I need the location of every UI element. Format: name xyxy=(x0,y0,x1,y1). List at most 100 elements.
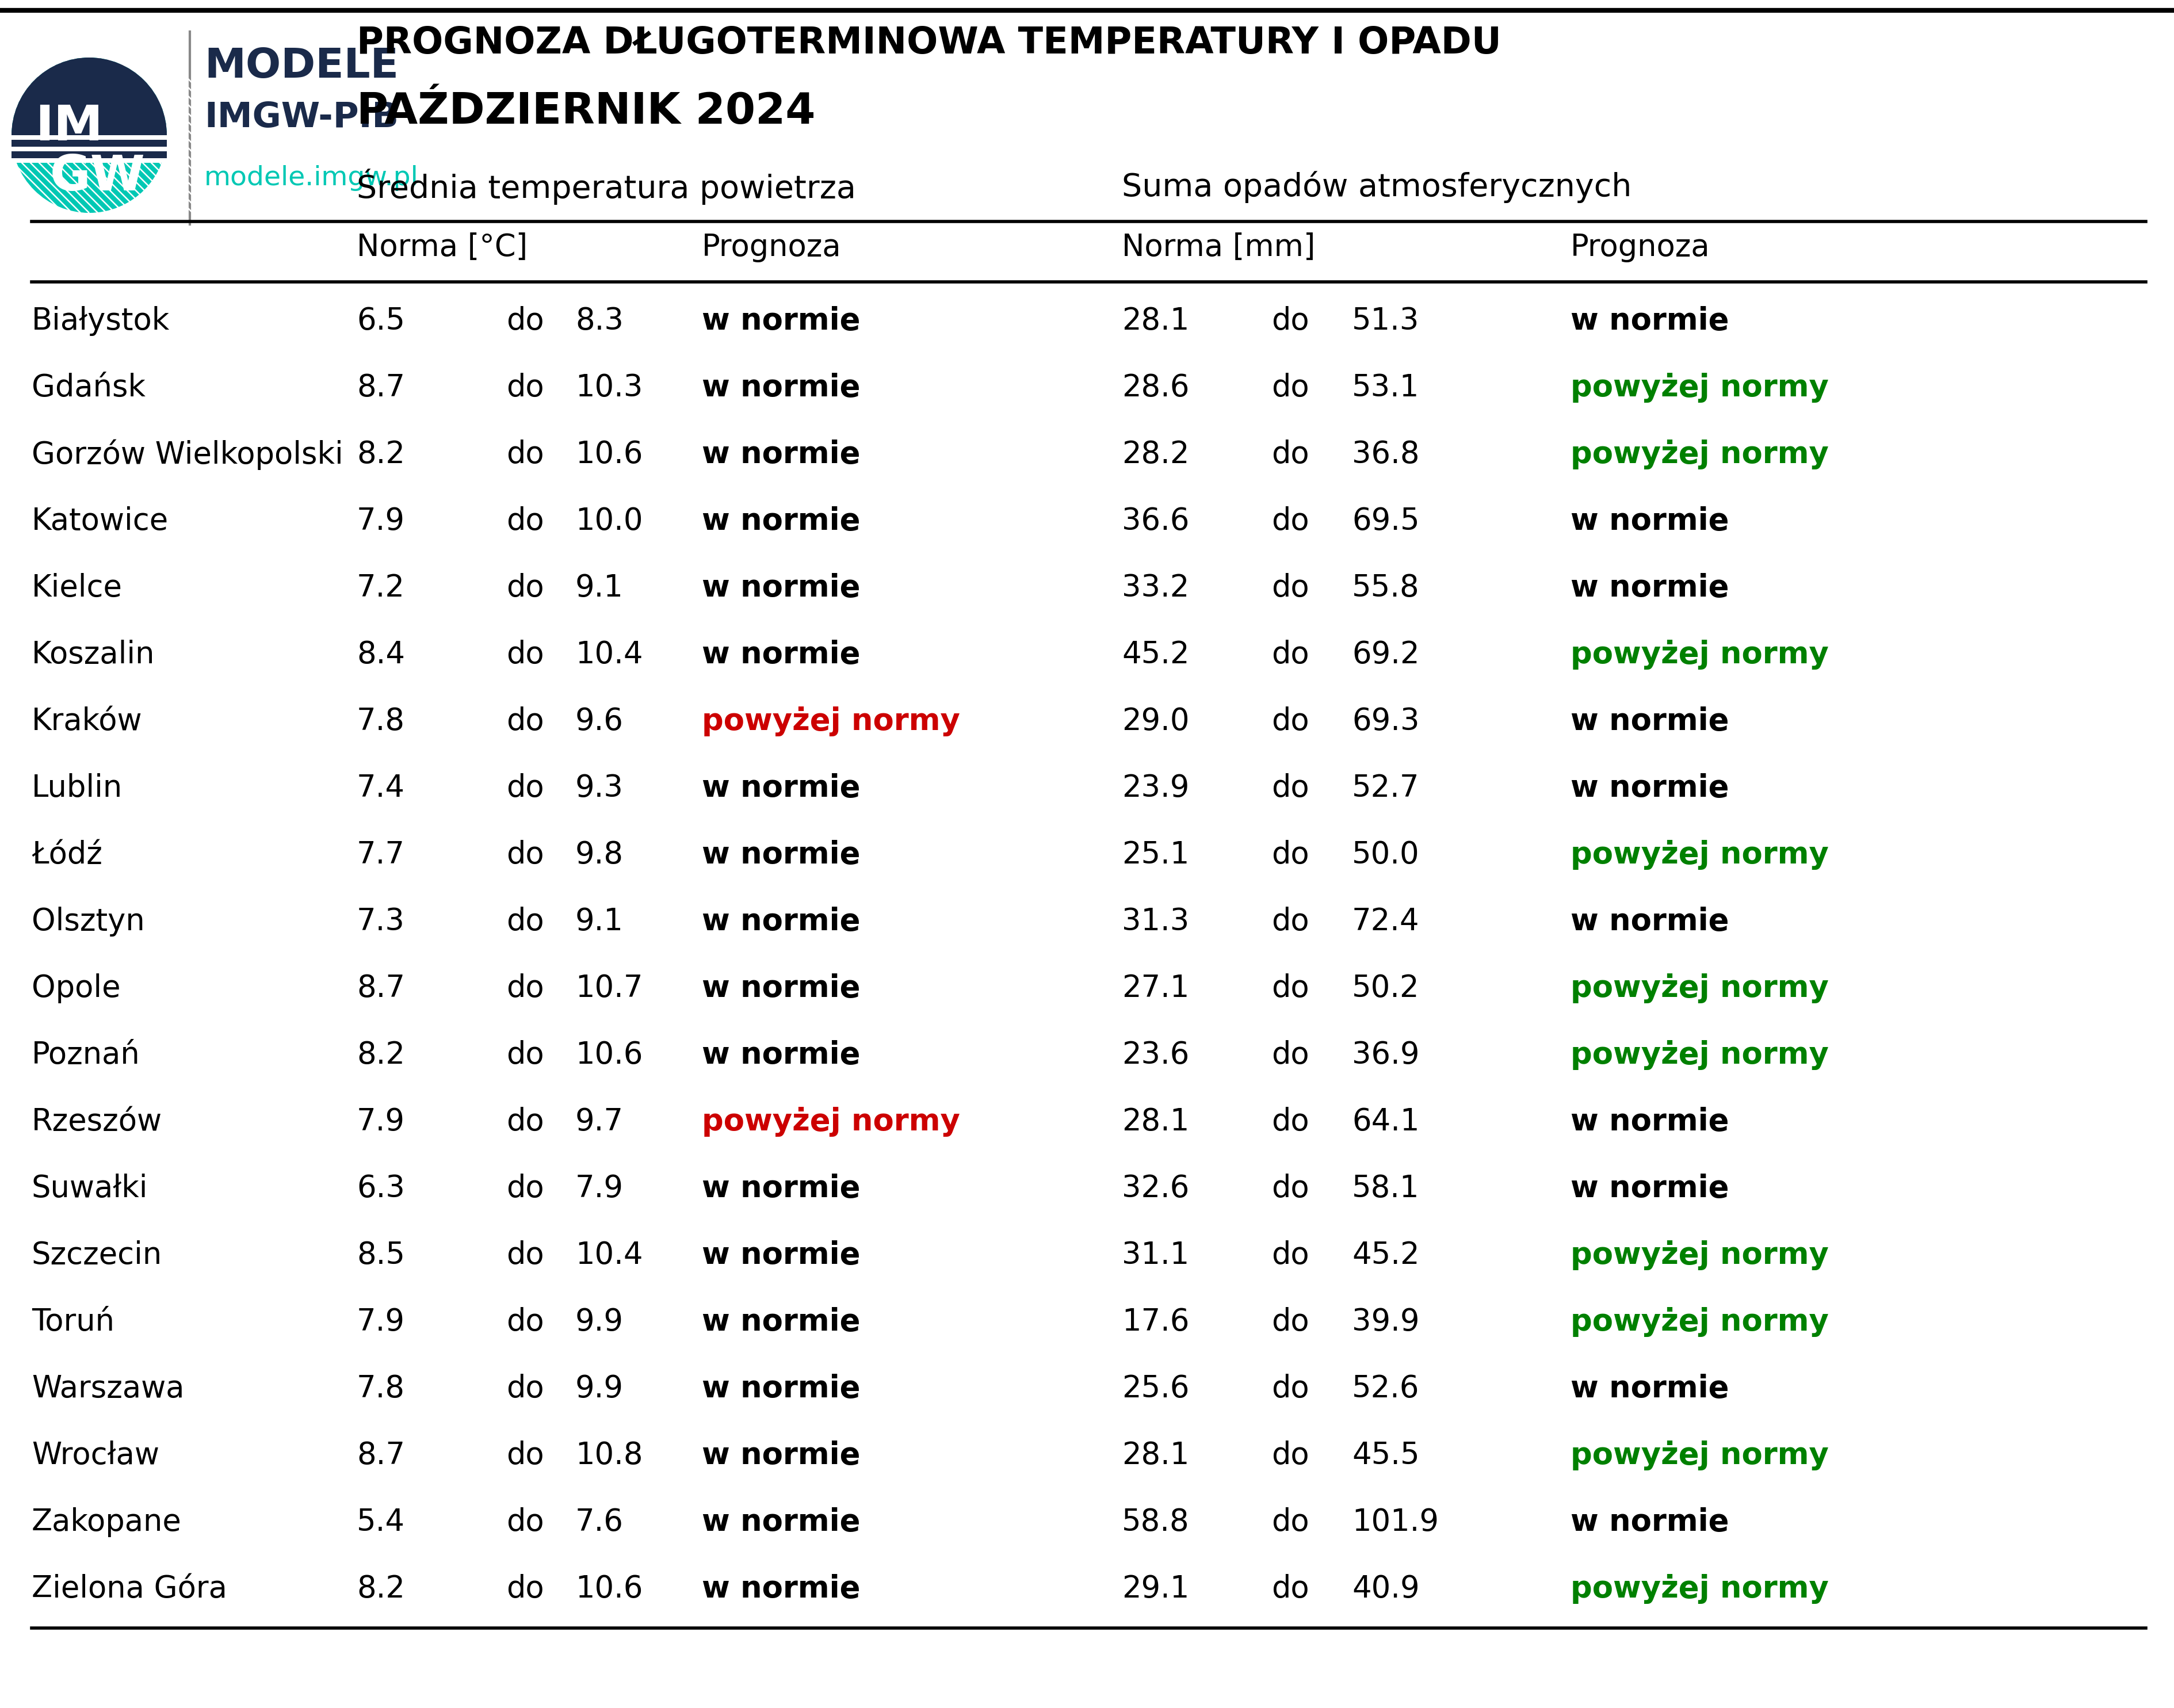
Text: 32.6: 32.6 xyxy=(1122,1173,1189,1204)
Text: w normie: w normie xyxy=(702,1575,861,1604)
Text: 10.8: 10.8 xyxy=(576,1440,644,1471)
Text: 10.6: 10.6 xyxy=(576,1040,644,1069)
Text: 7.9: 7.9 xyxy=(357,1307,404,1337)
Text: do: do xyxy=(1272,506,1309,536)
Text: 69.5: 69.5 xyxy=(1352,506,1420,536)
Text: powyżej normy: powyżej normy xyxy=(1570,840,1828,869)
Text: 8.2: 8.2 xyxy=(357,1040,404,1069)
Text: Toruń: Toruń xyxy=(33,1307,115,1337)
Text: w normie: w normie xyxy=(1570,774,1728,803)
Text: 9.1: 9.1 xyxy=(576,572,624,603)
Text: 58.8: 58.8 xyxy=(1122,1506,1189,1537)
Text: 36.8: 36.8 xyxy=(1352,439,1420,470)
Text: powyżej normy: powyżej normy xyxy=(1570,1240,1828,1271)
Text: 52.7: 52.7 xyxy=(1352,774,1420,803)
Text: 9.6: 9.6 xyxy=(576,707,624,736)
Text: 28.1: 28.1 xyxy=(1122,1107,1189,1138)
Text: 50.2: 50.2 xyxy=(1352,974,1420,1003)
Text: PROGNOZA DŁUGOTERMINOWA TEMPERATURY I OPADU: PROGNOZA DŁUGOTERMINOWA TEMPERATURY I OP… xyxy=(357,26,1500,61)
Circle shape xyxy=(11,58,167,214)
Text: powyżej normy: powyżej normy xyxy=(702,707,961,736)
Text: 29.1: 29.1 xyxy=(1122,1575,1189,1604)
Text: do: do xyxy=(507,640,544,670)
Text: 28.1: 28.1 xyxy=(1122,1440,1189,1471)
Text: Poznań: Poznań xyxy=(33,1040,139,1069)
Text: do: do xyxy=(1272,1373,1309,1404)
Text: 7.4: 7.4 xyxy=(357,774,404,803)
Text: Katowice: Katowice xyxy=(33,506,170,536)
Text: 8.3: 8.3 xyxy=(576,306,624,336)
Text: do: do xyxy=(507,439,544,470)
Text: Koszalin: Koszalin xyxy=(33,640,154,670)
Text: 10.3: 10.3 xyxy=(576,372,644,403)
Text: 28.1: 28.1 xyxy=(1122,306,1189,336)
Text: w normie: w normie xyxy=(702,1440,861,1471)
Text: do: do xyxy=(1272,640,1309,670)
Text: 55.8: 55.8 xyxy=(1352,572,1420,603)
Text: 28.2: 28.2 xyxy=(1122,439,1189,470)
Text: Prognoza: Prognoza xyxy=(1570,232,1709,263)
Text: w normie: w normie xyxy=(1570,1506,1728,1537)
Text: do: do xyxy=(1272,1107,1309,1138)
Text: w normie: w normie xyxy=(702,1373,861,1404)
Text: w normie: w normie xyxy=(702,907,861,936)
Text: 17.6: 17.6 xyxy=(1122,1307,1189,1337)
Text: do: do xyxy=(507,372,544,403)
Text: 58.1: 58.1 xyxy=(1352,1173,1420,1204)
Text: 9.9: 9.9 xyxy=(576,1307,624,1337)
Text: PAŹDZIERNIK 2024: PAŹDZIERNIK 2024 xyxy=(357,91,815,133)
Text: w normie: w normie xyxy=(702,840,861,869)
Text: 7.8: 7.8 xyxy=(357,1373,404,1404)
Text: 7.3: 7.3 xyxy=(357,907,404,936)
Text: w normie: w normie xyxy=(702,774,861,803)
Text: 51.3: 51.3 xyxy=(1352,306,1420,336)
Text: w normie: w normie xyxy=(702,1240,861,1271)
Text: do: do xyxy=(507,840,544,869)
Text: 69.3: 69.3 xyxy=(1352,707,1420,736)
Text: do: do xyxy=(1272,907,1309,936)
Text: 9.9: 9.9 xyxy=(576,1373,624,1404)
Text: 45.2: 45.2 xyxy=(1122,640,1189,670)
Text: GW: GW xyxy=(50,152,146,200)
Text: w normie: w normie xyxy=(1570,1173,1728,1204)
Text: do: do xyxy=(1272,1240,1309,1271)
Text: w normie: w normie xyxy=(702,439,861,470)
Text: 45.2: 45.2 xyxy=(1352,1240,1420,1271)
Text: Norma [°C]: Norma [°C] xyxy=(357,232,528,263)
Text: 9.1: 9.1 xyxy=(576,907,624,936)
Text: powyżej normy: powyżej normy xyxy=(1570,1575,1828,1604)
Text: modele.imgw.pl: modele.imgw.pl xyxy=(204,166,420,191)
Text: w normie: w normie xyxy=(702,640,861,670)
Text: 23.9: 23.9 xyxy=(1122,774,1189,803)
Text: 29.0: 29.0 xyxy=(1122,707,1189,736)
Text: 7.7: 7.7 xyxy=(357,840,404,869)
Bar xyxy=(11,152,167,159)
Text: do: do xyxy=(507,907,544,936)
Text: 40.9: 40.9 xyxy=(1352,1575,1420,1604)
Text: Kraków: Kraków xyxy=(33,707,143,736)
Text: MODELE: MODELE xyxy=(204,46,398,85)
Text: w normie: w normie xyxy=(702,572,861,603)
Text: 31.1: 31.1 xyxy=(1122,1240,1189,1271)
Text: 9.3: 9.3 xyxy=(576,774,624,803)
Text: Białystok: Białystok xyxy=(33,306,170,336)
Text: Szczecin: Szczecin xyxy=(33,1240,163,1271)
Text: 36.9: 36.9 xyxy=(1352,1040,1420,1069)
Bar xyxy=(11,159,167,162)
Text: 8.7: 8.7 xyxy=(357,1440,404,1471)
Text: 7.6: 7.6 xyxy=(576,1506,624,1537)
Text: Zakopane: Zakopane xyxy=(33,1506,183,1537)
Text: w normie: w normie xyxy=(1570,306,1728,336)
Text: do: do xyxy=(1272,1173,1309,1204)
Text: powyżej normy: powyżej normy xyxy=(1570,1040,1828,1069)
Text: Lublin: Lublin xyxy=(33,774,122,803)
Text: powyżej normy: powyżej normy xyxy=(1570,1440,1828,1471)
Text: do: do xyxy=(507,707,544,736)
Text: Suwałki: Suwałki xyxy=(33,1173,148,1204)
Text: 10.4: 10.4 xyxy=(576,640,644,670)
Text: 8.7: 8.7 xyxy=(357,372,404,403)
Text: 8.4: 8.4 xyxy=(357,640,404,670)
Text: do: do xyxy=(507,1373,544,1404)
Text: do: do xyxy=(507,506,544,536)
Text: Kielce: Kielce xyxy=(33,572,122,603)
